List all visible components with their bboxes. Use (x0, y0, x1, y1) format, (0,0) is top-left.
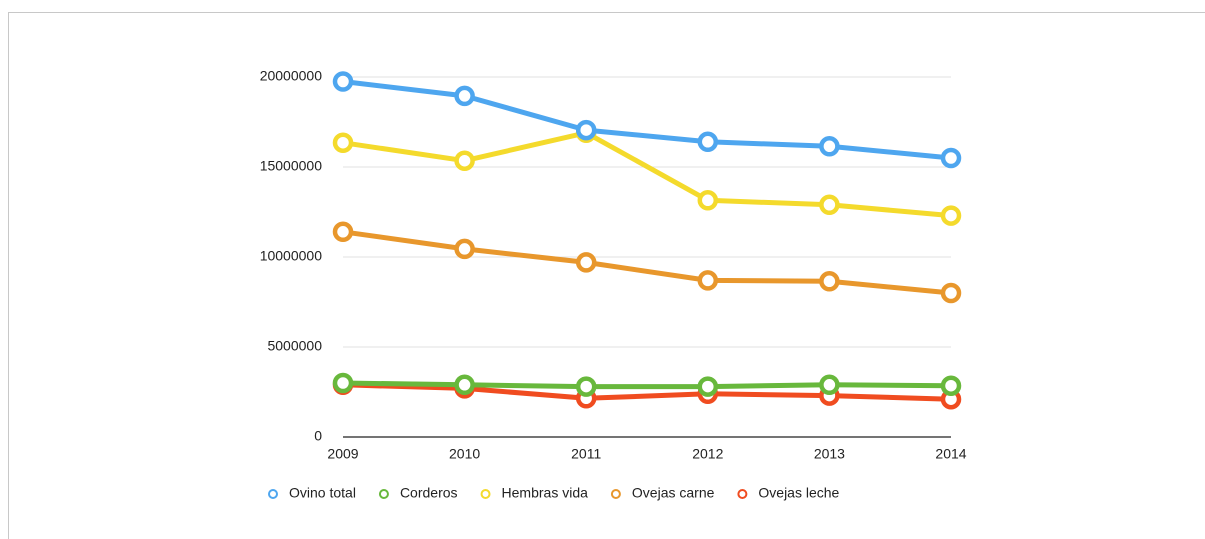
point-marker (575, 252, 597, 273)
point-marker (332, 71, 354, 92)
series-line (342, 382, 952, 402)
x-tick-label: 2010 (449, 446, 480, 462)
legend-marker (268, 489, 278, 499)
point-marker (575, 119, 597, 141)
legend-label: Ovejas leche (758, 485, 839, 501)
legend-marker (610, 489, 621, 499)
x-tick-label: 2014 (935, 446, 966, 462)
point-marker (575, 376, 597, 397)
point-marker (454, 150, 475, 171)
x-tick-label: 2011 (571, 446, 601, 462)
point-marker (940, 205, 962, 226)
series-line (342, 130, 952, 219)
y-tick-label: 10000000 (260, 248, 323, 264)
series (332, 71, 962, 169)
point-marker (454, 238, 475, 260)
point-marker (819, 271, 840, 292)
point-marker (332, 221, 354, 243)
y-tick-label: 20000000 (260, 68, 323, 84)
x-tick-label: 2009 (327, 446, 358, 462)
series (332, 221, 962, 304)
legend-marker (480, 489, 491, 499)
point-marker (819, 374, 840, 396)
point-marker (697, 270, 719, 291)
point-marker (940, 147, 962, 169)
y-tick-label: 15000000 (260, 158, 323, 174)
series (332, 372, 962, 397)
y-tick-label: 0 (314, 428, 322, 444)
series-line (342, 229, 952, 296)
y-tick-label: 5000000 (267, 338, 322, 354)
point-marker (332, 132, 354, 153)
legend-label: Corderos (400, 485, 458, 501)
point-marker (697, 190, 719, 211)
series-line (342, 79, 952, 161)
point-marker (819, 136, 840, 157)
point-marker (454, 374, 475, 396)
point-marker (332, 372, 354, 394)
legend-label: Ovejas carne (632, 485, 715, 501)
point-marker (819, 194, 840, 216)
x-tick-label: 2013 (814, 446, 845, 462)
legend-label: Hembras vida (502, 485, 589, 501)
legend-label: Ovino total (289, 485, 356, 501)
x-tick-label: 2012 (692, 446, 723, 462)
point-marker (940, 282, 962, 304)
frame (8, 12, 1205, 539)
point-marker (454, 85, 475, 107)
point-marker (697, 131, 719, 153)
point-marker (697, 376, 719, 397)
series-line (342, 380, 952, 390)
point-marker (940, 375, 962, 396)
legend-marker (378, 489, 389, 499)
legend-marker (737, 489, 748, 499)
